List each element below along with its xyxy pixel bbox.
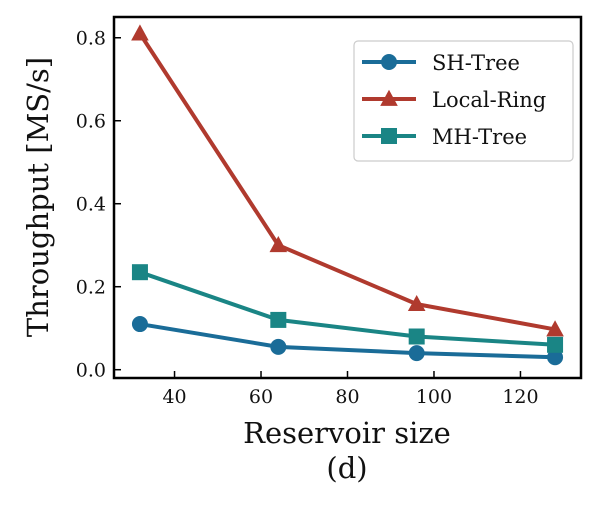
data-point-mh-tree xyxy=(131,264,148,281)
data-point-sh-tree xyxy=(547,349,564,366)
data-point-sh-tree xyxy=(131,316,148,333)
data-point-local-ring xyxy=(546,320,564,337)
x-tick-label: 60 xyxy=(249,386,273,408)
legend-marker-mh-tree xyxy=(381,128,397,144)
x-tick-label: 40 xyxy=(162,386,186,408)
y-tick-label: 0.8 xyxy=(76,28,106,50)
legend: SH-Tree Local-Ring MH-Tree xyxy=(353,40,574,162)
data-point-mh-tree xyxy=(270,311,287,328)
legend-box xyxy=(353,40,574,162)
legend-marker-local-ring xyxy=(380,89,398,106)
data-point-local-ring xyxy=(269,236,288,253)
y-tick-label: 0.2 xyxy=(76,277,106,299)
x-tick-label: 80 xyxy=(335,386,359,408)
y-tick-label: 0.0 xyxy=(76,360,106,382)
x-axis-title: Reservoir size xyxy=(243,416,451,450)
series-line-mh-tree xyxy=(139,270,556,347)
legend-label-mh-tree: MH-Tree xyxy=(432,125,527,149)
series-local-ring xyxy=(131,24,564,337)
y-tick-label: 0.6 xyxy=(76,111,106,133)
data-point-local-ring xyxy=(131,24,149,41)
data-point-mh-tree xyxy=(408,328,425,345)
x-tick-label: 120 xyxy=(502,386,538,408)
series-line-sh-tree xyxy=(139,322,556,360)
series-sh-tree xyxy=(131,316,564,366)
legend-label-local-ring: Local-Ring xyxy=(432,88,546,112)
legend-marker-sh-tree xyxy=(381,54,397,70)
data-point-sh-tree xyxy=(270,338,287,355)
data-point-local-ring xyxy=(407,294,426,312)
x-tick-label: 100 xyxy=(416,386,452,408)
figure-caption: (d) xyxy=(326,451,367,485)
series-line-local-ring xyxy=(138,32,556,332)
y-axis-title: Throughput [MS/s] xyxy=(21,57,55,337)
series-mh-tree xyxy=(131,264,564,353)
data-point-mh-tree xyxy=(547,336,564,353)
legend-label-sh-tree: SH-Tree xyxy=(432,51,520,75)
data-point-sh-tree xyxy=(408,345,425,362)
y-tick-label: 0.4 xyxy=(76,194,106,216)
